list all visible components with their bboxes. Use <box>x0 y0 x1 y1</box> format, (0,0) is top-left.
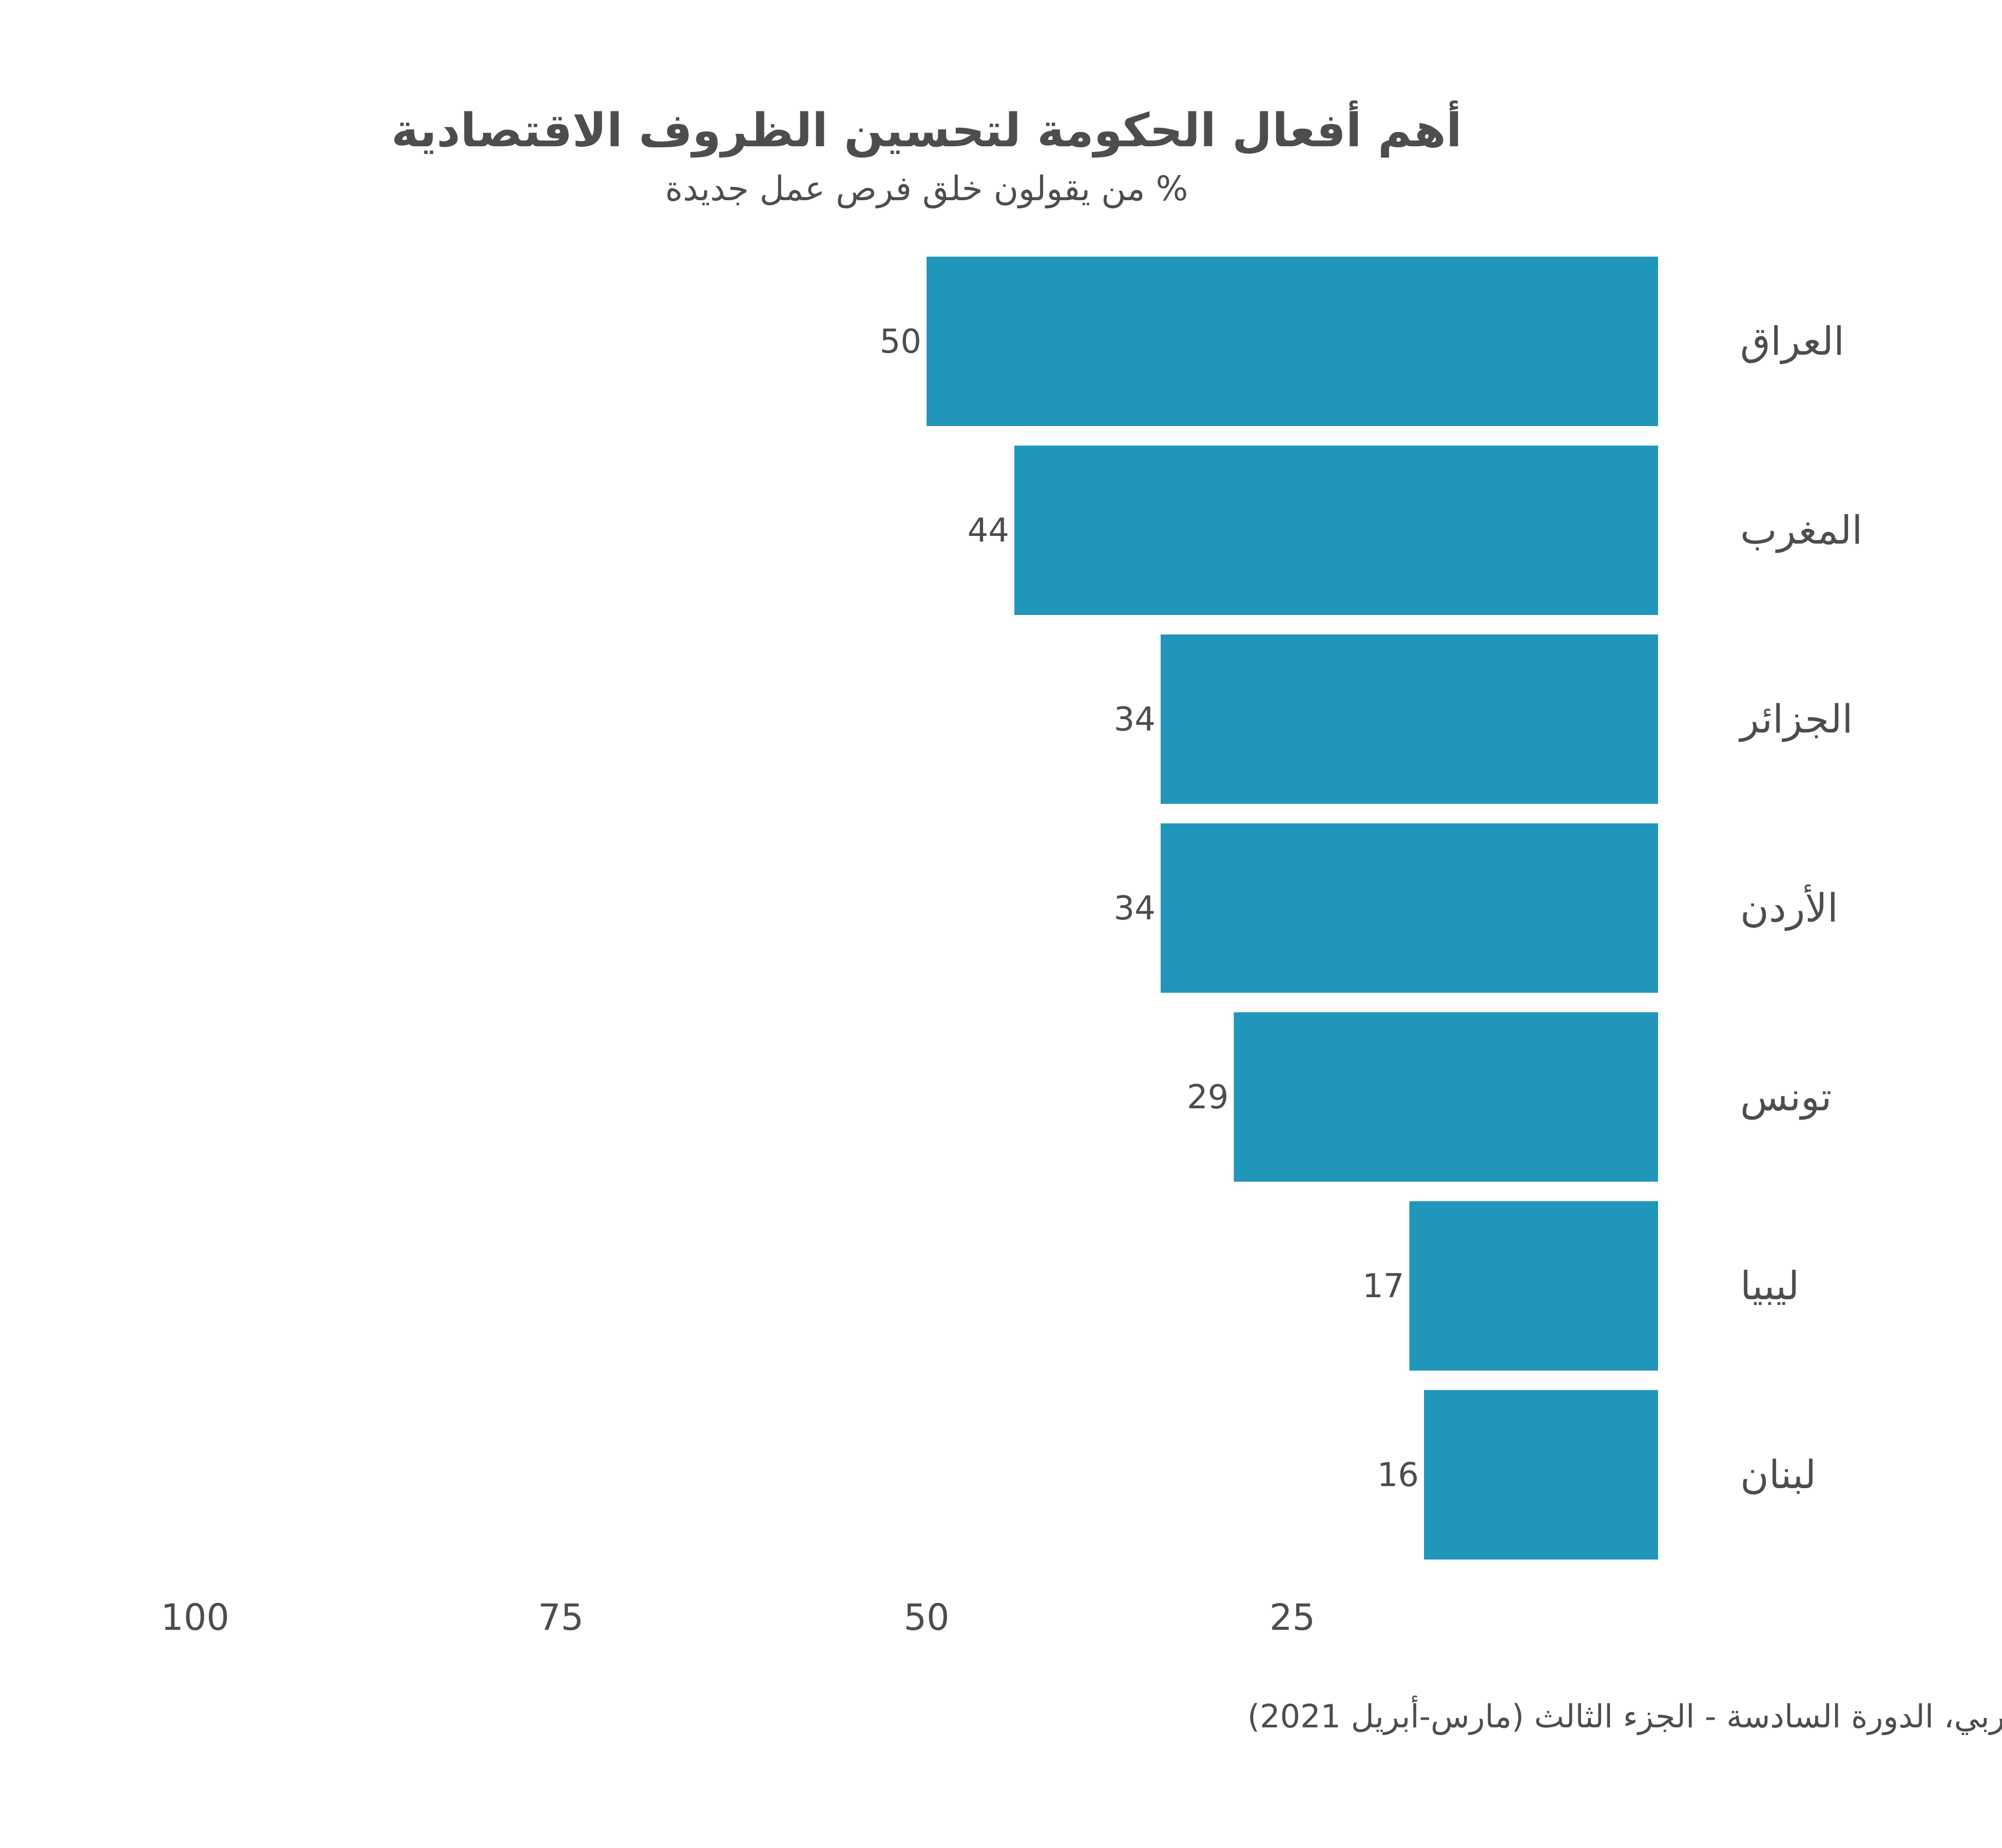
x-tick-label-1: 50 <box>903 1596 949 1639</box>
chart-title: أهم أفعال الحكومة لتحسين الظروف الاقتصاد… <box>391 100 1462 158</box>
x-tick-label-2: 75 <box>538 1596 584 1639</box>
bar-2 <box>1161 634 1658 804</box>
category-label-0: العراق <box>1740 318 1844 364</box>
category-label-5: ليبيا <box>1740 1263 1799 1308</box>
bar-5 <box>1409 1201 1658 1371</box>
bars-layer <box>927 257 1658 1560</box>
bar-6 <box>1424 1390 1658 1560</box>
source-note: الباروميتر العربي، الدورة السادسة - الجز… <box>1247 1696 2002 1735</box>
value-label-1: 44 <box>968 512 1009 550</box>
x-tick-label-3: 100 <box>161 1596 229 1639</box>
value-label-0: 50 <box>880 323 921 361</box>
value-label-6: 16 <box>1377 1456 1419 1494</box>
value-label-2: 34 <box>1114 701 1156 739</box>
bar-1 <box>1014 446 1658 615</box>
value-label-4: 29 <box>1187 1079 1228 1116</box>
category-label-1: المغرب <box>1740 507 1862 553</box>
x-axis-ticks: 25 50 75 100 <box>161 1596 1315 1639</box>
category-label-2: الجزائر <box>1738 696 1853 742</box>
category-label-6: لبنان <box>1740 1452 1816 1497</box>
bar-4 <box>1234 1012 1658 1182</box>
x-tick-label-0: 25 <box>1269 1596 1315 1639</box>
value-label-3: 34 <box>1114 890 1156 928</box>
bar-0 <box>927 257 1658 426</box>
labels-layer: 50 العراق 44 المغرب 34 الجزائر 34 الأردن 29 تونس 1… <box>880 318 1863 1497</box>
category-label-4: تونس <box>1740 1074 1832 1120</box>
category-label-3: الأردن <box>1740 884 1838 931</box>
bar-3 <box>1161 823 1658 993</box>
value-label-5: 17 <box>1362 1267 1404 1305</box>
chart-subtitle: % من يقولون خلق فرص عمل جديدة <box>665 169 1188 209</box>
